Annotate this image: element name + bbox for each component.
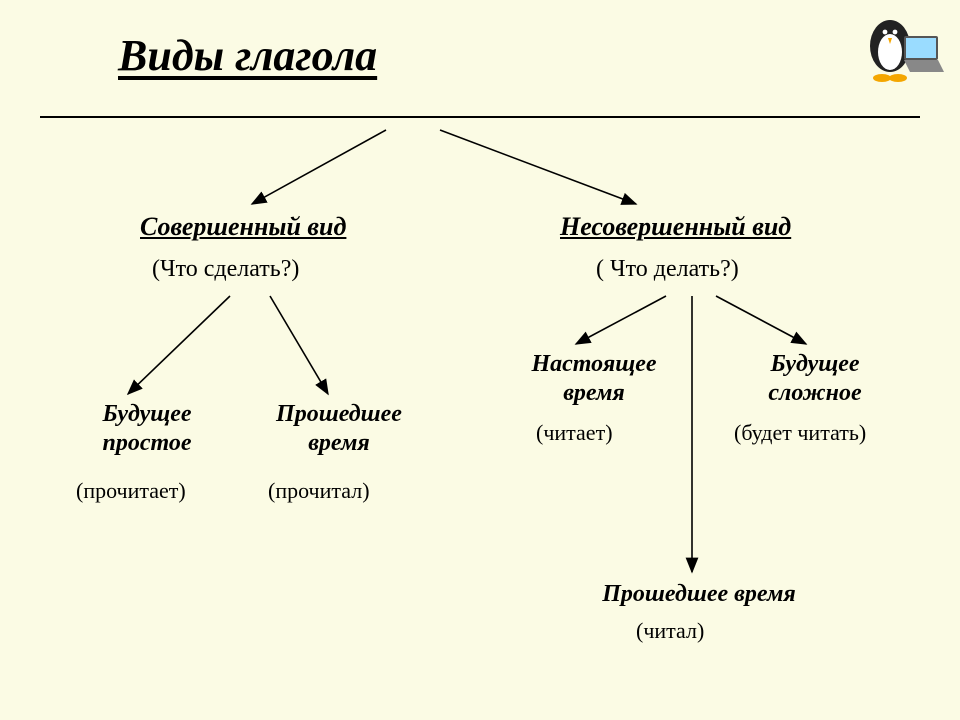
- arrow: [270, 296, 328, 394]
- imperfective-present-label: Настоящее время: [514, 350, 674, 408]
- imperfective-heading: Несовершенный вид: [560, 212, 791, 242]
- perfective-past-example: (прочитал): [268, 478, 370, 504]
- page-title: Виды глагола: [118, 30, 377, 81]
- perfective-future-simple-example: (прочитает): [76, 478, 186, 504]
- title-underline-rule: [40, 116, 920, 118]
- perfective-question: (Что сделать?): [152, 256, 299, 283]
- leaf-text: Прошедшее время: [276, 401, 402, 456]
- arrow: [252, 130, 386, 204]
- imperfective-present-example: (читает): [536, 420, 613, 446]
- perfective-past-label: Прошедшее время: [254, 400, 424, 458]
- mascot-icon: [856, 6, 946, 90]
- arrow: [576, 296, 666, 344]
- perfective-heading: Совершенный вид: [140, 212, 346, 242]
- arrow: [128, 296, 230, 394]
- arrow: [440, 130, 636, 204]
- imperfective-past-label: Прошедшее время: [584, 580, 814, 609]
- imperfective-question: ( Что делать?): [596, 256, 739, 283]
- diagram-canvas: Виды глагола Совершенный вид (Что сделат…: [0, 0, 960, 720]
- leaf-text: Будущее сложное: [768, 351, 861, 406]
- leaf-text: Будущее простое: [102, 401, 191, 456]
- arrow: [716, 296, 806, 344]
- perfective-future-simple-label: Будущее простое: [72, 400, 222, 458]
- imperfective-past-example: (читал): [636, 618, 704, 644]
- imperfective-future-compound-example: (будет читать): [734, 420, 866, 446]
- imperfective-future-compound-label: Будущее сложное: [740, 350, 890, 408]
- leaf-text: Настоящее время: [531, 351, 656, 406]
- leaf-text: Прошедшее время: [602, 581, 796, 607]
